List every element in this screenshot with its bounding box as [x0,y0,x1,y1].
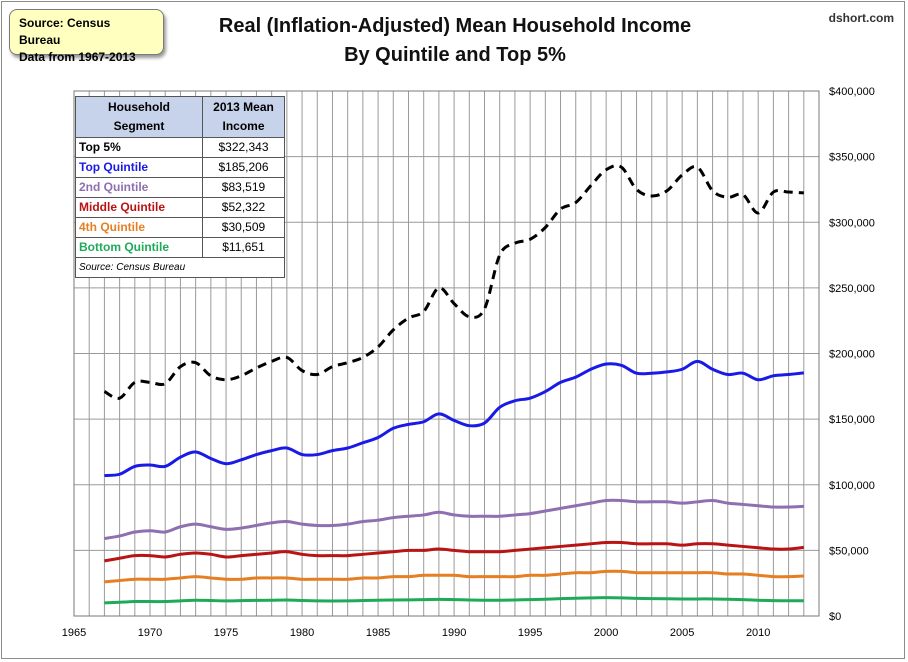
legend-row: Bottom Quintile $11,651 [75,237,285,258]
legend-row-value: $83,519 [202,177,285,198]
x-tick-label: 2000 [594,627,618,639]
legend-row: Top 5% $322,343 [75,137,285,158]
header-value-line1: 2013 Mean [213,100,274,114]
legend-row-value: $322,343 [202,137,285,158]
legend-row-label: 2nd Quintile [75,177,203,198]
x-tick-label: 1965 [62,627,86,639]
x-tick-label: 1990 [442,627,466,639]
plot-area-border [73,90,820,617]
y-tick-label: $50,000 [829,545,869,557]
header-segment-line2: Segment [113,119,165,133]
legend-row-label: Top 5% [75,137,203,158]
chart-title-line1: Real (Inflation-Adjusted) Mean Household… [218,15,692,37]
brand-label: dshort.com [828,11,894,25]
header-value-line2: Income [222,119,265,133]
legend-row-value: $52,322 [202,197,285,218]
source-callout-line1: Source: Census Bureau [19,16,111,47]
source-callout: Source: Census Bureau Data from 1967-201… [9,9,164,64]
source-callout-line2: Data from 1967-2013 [19,50,136,64]
header-segment-line1: Household [108,100,170,114]
x-tick-label: 2010 [746,627,770,639]
x-tick-label: 1970 [138,627,162,639]
y-tick-label: $350,000 [829,152,875,164]
x-tick-label: 1995 [518,627,542,639]
series-line-middle-quintile [104,540,804,563]
y-tick-label: $0 [829,611,841,623]
y-tick-label: $100,000 [829,480,875,492]
legend-row-value: $185,206 [202,157,285,178]
series-line-bottom-quintile [104,596,804,605]
legend-table-header: Household Segment 2013 Mean Income [75,96,285,138]
legend-note: Source: Census Bureau [75,257,285,278]
legend-rows: Top 5% $322,343 Top Quintile $185,206 2nd Qu… [75,137,285,258]
axis-layer: 1965 1970 1975 1980 1985 1990 1995 2000 2005 2010… [62,86,875,639]
y-tick-label: $250,000 [829,283,875,295]
y-tick-label: $400,000 [829,86,875,98]
legend-row-label: Middle Quintile [75,197,203,218]
legend-row: 4th Quintile $30,509 [75,217,285,238]
series-line-top-5 [103,164,804,400]
series-line-4th-quintile [104,569,804,584]
legend-table: Household Segment 2013 Mean Income Top 5… [75,96,285,278]
header-segment: Household Segment [75,96,203,138]
y-tick-label: $300,000 [829,217,875,229]
series-line-2nd-quintile [104,498,804,541]
header-value: 2013 Mean Income [202,96,285,138]
legend-row-value: $30,509 [202,217,285,238]
chart-title: Real (Inflation-Adjusted) Mean Household… [140,12,770,70]
x-tick-label: 1985 [366,627,390,639]
series-layer [103,164,804,605]
legend-row-value: $11,651 [202,237,285,258]
legend-row: 2nd Quintile $83,519 [75,177,285,198]
x-tick-label: 1975 [214,627,238,639]
y-tick-label: $200,000 [829,349,875,361]
legend-row-label: 4th Quintile [75,217,203,238]
legend-row-label: Top Quintile [75,157,203,178]
series-line-top-quintile [104,359,804,478]
legend-row-label: Bottom Quintile [75,237,203,258]
x-tick-label: 2005 [670,627,694,639]
y-tick-label: $150,000 [829,414,875,426]
chart-title-line2: By Quintile and Top 5% [344,44,566,66]
x-tick-label: 1980 [290,627,314,639]
legend-note-row: Source: Census Bureau [75,257,285,278]
legend-row: Middle Quintile $52,322 [75,197,285,218]
legend-row: Top Quintile $185,206 [75,157,285,178]
